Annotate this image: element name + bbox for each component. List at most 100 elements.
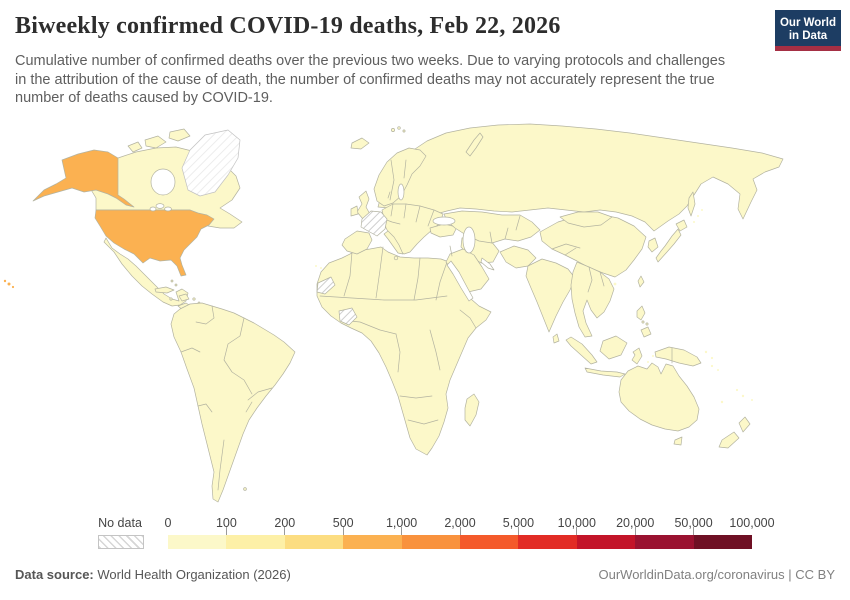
- small-asia-islands: [613, 282, 714, 380]
- country-ireland[interactable]: [350, 205, 359, 217]
- country-russia[interactable]: [377, 123, 784, 232]
- legend-tick-mark: [342, 527, 344, 535]
- country-australia[interactable]: [618, 362, 700, 432]
- island-novaya-zemlya[interactable]: [465, 132, 484, 157]
- legend-tick-label: 50,000: [674, 516, 713, 530]
- country-sri-lanka: [552, 333, 560, 344]
- svalbard-islands: [391, 126, 406, 133]
- chart-subtitle-line: in the attribution of the cause of death…: [15, 71, 715, 88]
- country-india[interactable]: [525, 258, 576, 333]
- island-sumatra[interactable]: [565, 336, 598, 365]
- legend-color-segment[interactable]: [343, 535, 402, 549]
- legend-color-segment[interactable]: [518, 535, 577, 549]
- legend-tick-mark: [284, 527, 286, 535]
- chart-subtitle: Cumulative number of confirmed deaths ov…: [15, 52, 760, 108]
- owid-logo[interactable]: Our World in Data: [775, 10, 841, 51]
- legend-tick-label: 20,000: [616, 516, 655, 530]
- legend-tick-mark: [225, 527, 227, 535]
- legend-color-segment[interactable]: [226, 535, 285, 549]
- country-south-korea[interactable]: [647, 237, 659, 253]
- country-mongolia[interactable]: [559, 211, 613, 228]
- country-usa[interactable]: [94, 209, 215, 277]
- legend-color-segment[interactable]: [576, 535, 636, 549]
- region-south-america[interactable]: [170, 302, 296, 503]
- data-source-label: Data source:: [15, 567, 94, 582]
- legend-tick-label: 200: [274, 516, 296, 530]
- caspian-sea: [462, 226, 476, 254]
- legend-no-data-swatch[interactable]: [98, 535, 144, 549]
- legend-tick-label: 100,000: [729, 516, 775, 530]
- legend-tick-mark: [459, 527, 461, 535]
- legend-color-segment[interactable]: [168, 535, 227, 549]
- island-tasmania: [673, 436, 683, 446]
- legend-tick-label: 2,000: [444, 516, 476, 530]
- chart-subtitle-line: number of deaths caused by COVID-19.: [15, 90, 273, 106]
- country-mexico[interactable]: [103, 237, 189, 307]
- kuril-islands: [693, 209, 703, 223]
- legend-tick-mark: [693, 527, 695, 535]
- region-afghanistan-pakistan[interactable]: [499, 245, 537, 269]
- country-usa-hawaii[interactable]: [3, 279, 15, 289]
- legend-tick-label: 500: [332, 516, 354, 530]
- island-borneo[interactable]: [599, 335, 628, 360]
- country-italy[interactable]: [383, 230, 404, 255]
- legend-tick-mark: [576, 527, 578, 535]
- region-indochina[interactable]: [570, 261, 615, 338]
- legend-tick-label: 10,000: [557, 516, 596, 530]
- attribution-link[interactable]: OurWorldinData.org/coronavirus | CC BY: [598, 567, 835, 582]
- legend-tick-mark: [517, 527, 519, 535]
- island-sulawesi: [631, 347, 643, 365]
- legend-tick-label: 100: [215, 516, 237, 530]
- china-west-borders: [551, 243, 581, 256]
- island-java[interactable]: [584, 367, 626, 378]
- country-western-sahara[interactable]: [316, 276, 336, 295]
- legend-color-segment[interactable]: [284, 535, 344, 549]
- seas-and-lakes: [149, 168, 495, 302]
- canary-islands: [315, 265, 322, 269]
- region-scandinavia[interactable]: [373, 147, 427, 207]
- legend-color-segment[interactable]: [693, 535, 753, 549]
- country-new-zealand[interactable]: [718, 416, 751, 449]
- country-cote-divoire[interactable]: [338, 307, 358, 326]
- country-france[interactable]: [360, 210, 388, 237]
- black-sea: [432, 216, 456, 226]
- philippines-islands[interactable]: [636, 305, 652, 338]
- region-central-asia[interactable]: [443, 210, 541, 244]
- island-sakhalin: [687, 191, 696, 217]
- great-lake-3: [149, 206, 157, 212]
- region-iberia[interactable]: [341, 230, 373, 255]
- legend-color-segment[interactable]: [635, 535, 694, 549]
- country-madagascar[interactable]: [464, 393, 480, 427]
- legend-ticks: 0 100 200 500 1,000 2,000 5,000 10,000 20,000 50,…: [164, 516, 775, 550]
- legend-tick-mark: [634, 527, 636, 535]
- great-lake-1: [155, 203, 165, 209]
- country-iceland[interactable]: [350, 137, 370, 150]
- legend-tick-label: 5,000: [502, 516, 535, 530]
- pacific-islands: [710, 364, 753, 404]
- arctic-islands: [127, 128, 191, 153]
- legend-tick-mark: [401, 527, 403, 535]
- scandinavia-borders: [389, 159, 407, 201]
- legend-color-segment[interactable]: [460, 535, 519, 549]
- legend-color-segment[interactable]: [401, 535, 461, 549]
- data-source: Data source: World Health Organization (…: [15, 567, 291, 582]
- region-africa[interactable]: [316, 246, 492, 456]
- legend-tick-label: 0: [164, 516, 172, 530]
- owid-logo-text: Our World in Data: [779, 17, 836, 42]
- falkland-islands: [243, 487, 247, 491]
- baltic-sea: [397, 183, 405, 201]
- red-sea: [446, 260, 474, 302]
- europe-borders: [383, 191, 435, 227]
- chart-subtitle-line: Cumulative number of confirmed deaths ov…: [15, 53, 726, 69]
- country-greenland[interactable]: [181, 129, 241, 197]
- island-sicily: [393, 255, 399, 261]
- country-usa-alaska[interactable]: [32, 149, 135, 208]
- island-new-guinea[interactable]: [654, 346, 702, 367]
- country-japan[interactable]: [655, 219, 688, 263]
- legend-color-bar[interactable]: [168, 535, 753, 549]
- great-lake-2: [164, 206, 172, 212]
- chart-title: Biweekly confirmed COVID-19 deaths, Feb …: [15, 13, 561, 39]
- data-source-value: World Health Organization (2026): [93, 567, 291, 582]
